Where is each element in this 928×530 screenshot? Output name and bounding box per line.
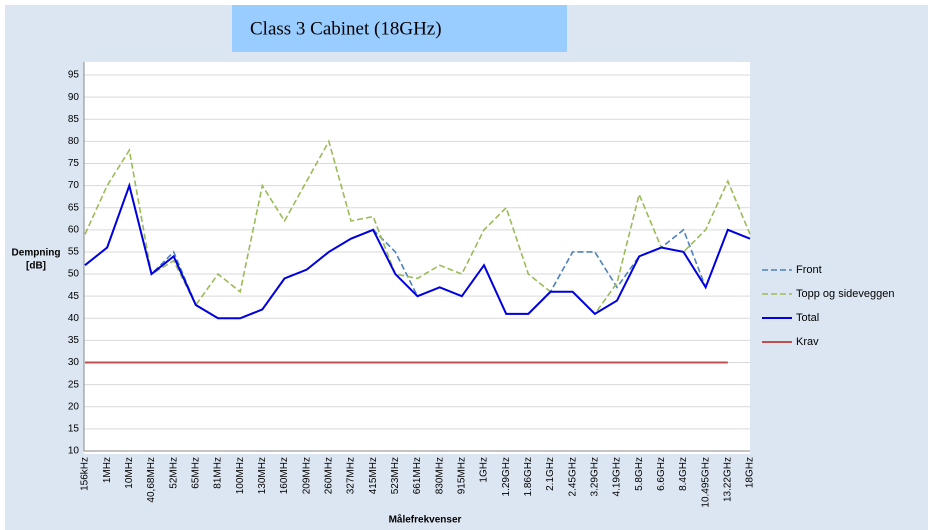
- x-tick-label: 2.45GHz: [567, 457, 578, 496]
- y-tick-label: 30: [68, 357, 80, 368]
- y-tick-label: 20: [68, 401, 80, 412]
- y-axis-label: Dempning: [12, 248, 61, 259]
- plot-area: [84, 62, 750, 454]
- y-tick-label: 80: [68, 136, 80, 147]
- x-tick-label: 160MHz: [279, 457, 290, 494]
- y-tick-label: 60: [68, 224, 80, 235]
- x-tick-label: 6.6GHz: [656, 457, 667, 491]
- x-tick-label: 130MHz: [257, 457, 268, 494]
- y-tick-label: 90: [68, 92, 80, 103]
- y-tick-label: 45: [68, 291, 80, 302]
- x-tick-label: 830MHz: [434, 457, 445, 494]
- x-tick-label: 4.19GHz: [612, 457, 623, 496]
- x-tick-label: 327MHz: [346, 457, 357, 494]
- y-tick-label: 40: [68, 313, 80, 324]
- y-axis-label: [dB]: [26, 261, 46, 272]
- x-tick-label: 40,68MHz: [146, 457, 157, 503]
- x-tick-label: 1.86GHz: [523, 457, 534, 496]
- x-tick-label: 13.22GHz: [722, 457, 733, 502]
- y-tick-label: 25: [68, 379, 80, 390]
- legend-label: Krav: [796, 336, 819, 348]
- y-tick-label: 50: [68, 269, 80, 280]
- x-tick-label: 260MHz: [323, 457, 334, 494]
- x-tick-label: 2.1GHz: [545, 457, 556, 491]
- x-tick-label: 661MHz: [412, 457, 423, 494]
- x-tick-label: 915MHz: [456, 457, 467, 494]
- x-tick-label: 10.495GHz: [700, 457, 711, 508]
- legend-label: Total: [796, 312, 819, 324]
- x-tick-label: 415MHz: [368, 457, 379, 494]
- x-tick-label: 523MHz: [390, 457, 401, 494]
- x-tick-label: 209MHz: [301, 457, 312, 494]
- y-tick-label: 75: [68, 158, 80, 169]
- x-tick-label: 81MHz: [213, 457, 224, 489]
- x-tick-label: 18GHz: [745, 457, 756, 488]
- chart-title: Class 3 Cabinet (18GHz): [250, 18, 442, 39]
- x-tick-label: 156kHz: [80, 457, 91, 491]
- y-tick-label: 15: [68, 424, 80, 435]
- y-tick-label: 95: [68, 70, 80, 81]
- x-tick-label: 5.8GHz: [634, 457, 645, 491]
- y-tick-label: 35: [68, 335, 80, 346]
- x-tick-label: 1MHz: [102, 457, 113, 483]
- x-tick-label: 10MHz: [124, 457, 135, 489]
- title-box: [232, 5, 567, 52]
- x-tick-label: 100MHz: [235, 457, 246, 494]
- x-tick-label: 1.29GHz: [501, 457, 512, 496]
- legend-label: Front: [796, 264, 822, 276]
- x-axis-label: Målefrekvenser: [389, 514, 462, 526]
- series-line: [84, 182, 751, 320]
- x-tick-label: 52MHz: [168, 457, 179, 489]
- legend-label: Topp og sideveggen: [796, 288, 894, 300]
- series-line: [84, 139, 751, 316]
- y-tick-label: 70: [68, 180, 80, 191]
- x-tick-label: 8.4GHz: [678, 457, 689, 491]
- y-tick-label: 85: [68, 114, 80, 125]
- y-tick-label: 10: [68, 446, 80, 457]
- y-tick-label: 55: [68, 247, 80, 258]
- x-tick-label: 3.29GHz: [589, 457, 600, 496]
- x-tick-label: 65MHz: [190, 457, 201, 489]
- x-tick-label: 1GHz: [479, 457, 490, 483]
- y-tick-label: 65: [68, 202, 80, 213]
